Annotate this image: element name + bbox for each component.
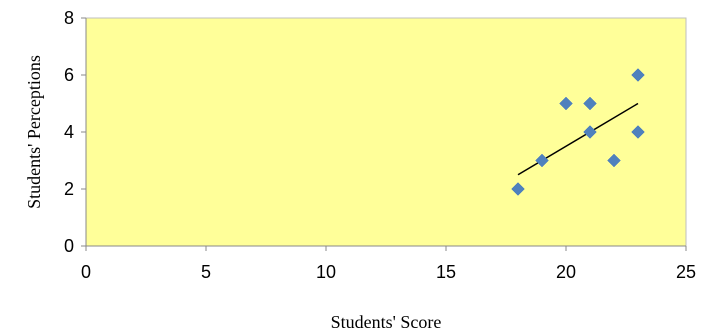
data-points: [511, 68, 645, 196]
data-point: [583, 125, 597, 139]
x-tick-label: 5: [201, 262, 211, 282]
x-axis-ticks: 0 5 10 15 20 25: [81, 246, 696, 282]
x-axis-title: Students' Score: [331, 312, 442, 332]
y-tick-label: 2: [64, 179, 74, 199]
x-tick-label: 15: [436, 262, 456, 282]
x-tick-label: 25: [676, 262, 696, 282]
x-tick-label: 20: [556, 262, 576, 282]
data-point: [559, 96, 573, 111]
x-tick-label: 10: [316, 262, 336, 282]
y-axis-title: Students' Perceptions: [24, 55, 44, 209]
y-tick-label: 8: [64, 8, 74, 28]
y-axis-ticks: 0 2 4 6 8: [64, 8, 86, 256]
y-tick-label: 0: [64, 236, 74, 256]
y-tick-label: 6: [64, 65, 74, 85]
y-tick-label: 4: [64, 122, 74, 142]
x-tick-label: 0: [81, 262, 91, 282]
data-point: [631, 125, 645, 139]
data-point: [535, 153, 549, 168]
data-point: [583, 96, 597, 111]
data-point: [511, 182, 525, 196]
data-point: [631, 68, 645, 82]
data-point: [607, 153, 621, 168]
